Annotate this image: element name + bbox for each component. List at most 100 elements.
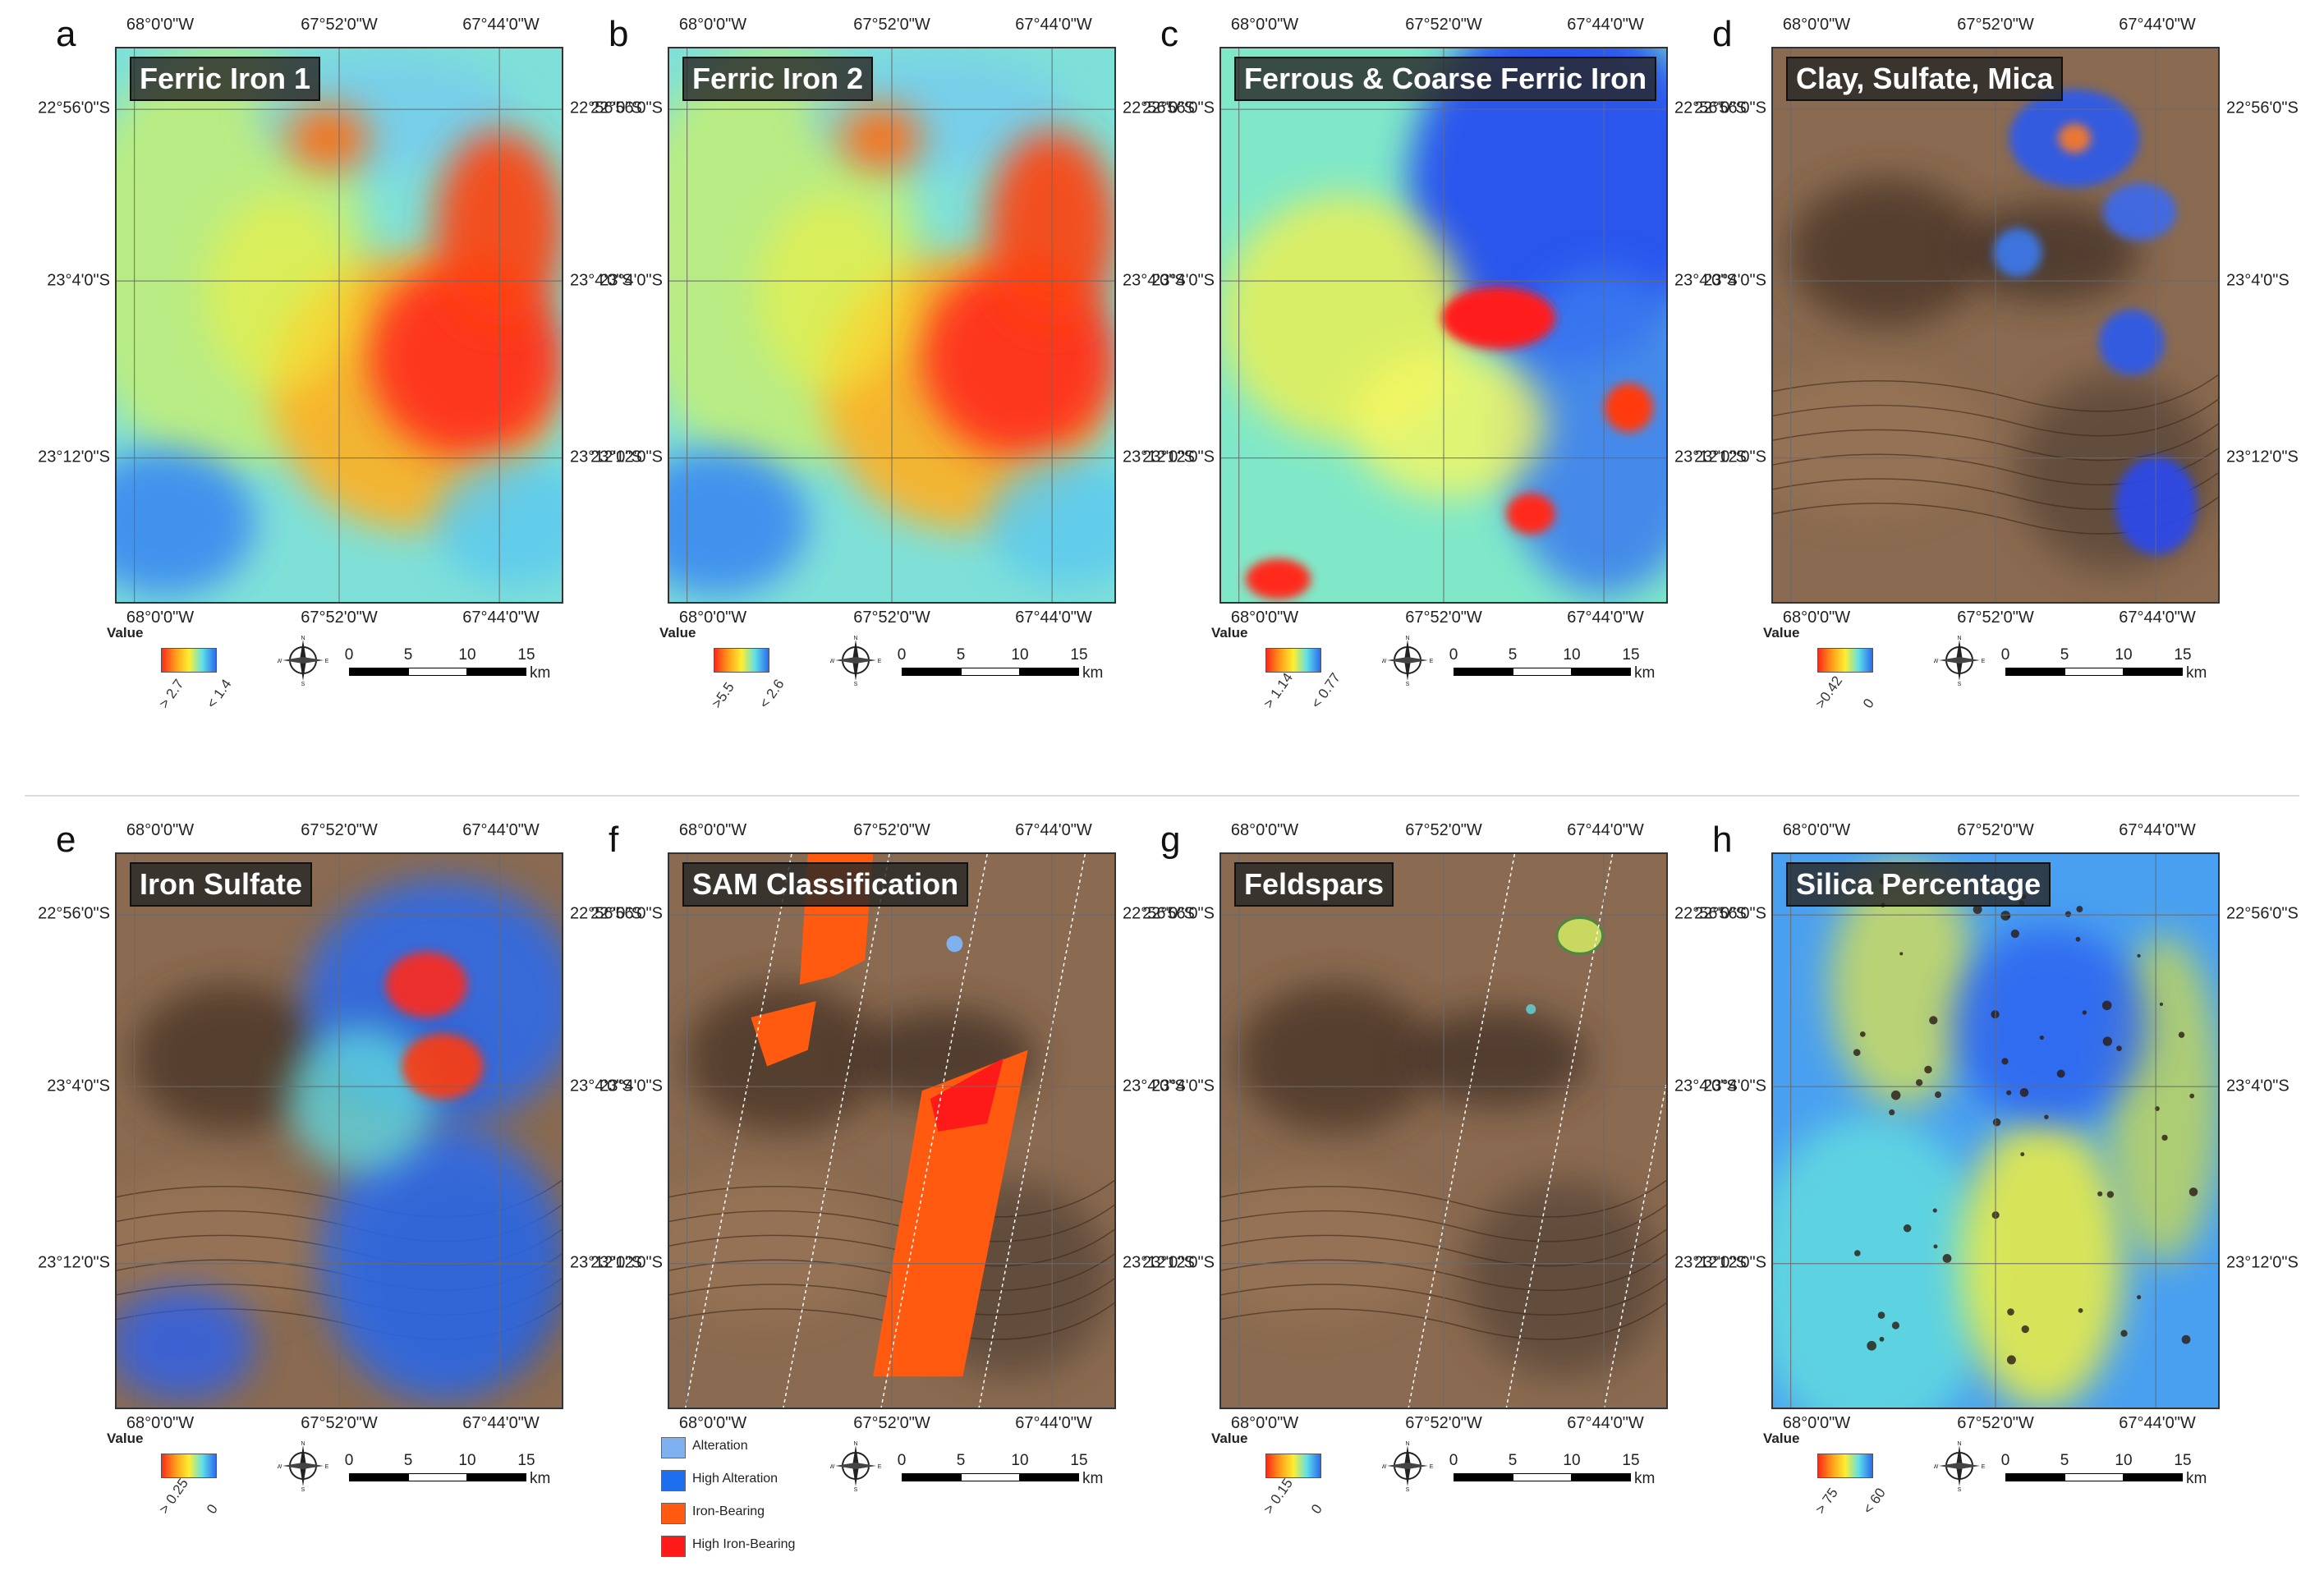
map-zone — [434, 457, 562, 588]
scale-segment — [1513, 668, 1572, 676]
scale-segment — [467, 668, 526, 676]
scale-segment — [1020, 1473, 1079, 1481]
color-ramp — [1265, 648, 1321, 673]
map-zone — [1506, 493, 1555, 535]
longitude-label: 68°0'0"W — [1782, 821, 1851, 839]
scale-tick-label: 0 — [1449, 1452, 1458, 1469]
scale-segment — [902, 668, 961, 676]
legend-swatch — [661, 1437, 686, 1458]
compass-rose-icon: N S E W — [1933, 1441, 1986, 1493]
map-zone — [117, 1172, 329, 1320]
scale-segment — [349, 1473, 408, 1481]
map-speck — [1877, 1311, 1885, 1319]
compass-rose-icon: N S E W — [1933, 636, 1986, 687]
compass-rose-icon: N S E W — [1381, 1441, 1434, 1493]
drainage-line — [1221, 1180, 1666, 1218]
latitude-label: 23°12'0"S — [570, 1253, 642, 1272]
latitude-label: 23°4'0"S — [1151, 271, 1215, 290]
map-zone — [1993, 227, 2042, 278]
longitude-label: 67°44'0"W — [1567, 821, 1644, 839]
latitude-label: 22°56'0"S — [1674, 99, 1747, 117]
scale-segment — [902, 1473, 961, 1481]
longitude-label: 68°0'0"W — [126, 821, 195, 839]
map-speck — [1924, 1065, 1932, 1074]
drainage-line — [1221, 1253, 1666, 1292]
scale-segment — [2005, 1473, 2065, 1481]
latitude-label: 23°12'0"S — [1142, 448, 1215, 466]
ramp-low-label: 0 — [1308, 1501, 1325, 1517]
map-speck — [2102, 1036, 2112, 1046]
ramp-high-label: > 0.25 — [156, 1475, 191, 1517]
map-zone — [1773, 1115, 1993, 1408]
map-raster — [1221, 854, 1666, 1408]
ramp-low-label: 0 — [1860, 696, 1877, 711]
latitude-label: 23°4'0"S — [599, 1077, 663, 1095]
map-raster — [117, 48, 562, 602]
scale-segment — [1572, 668, 1631, 676]
map-raster — [1773, 854, 2218, 1408]
latitude-label: 23°4'0"S — [570, 271, 633, 290]
map-image: Feldspars — [1219, 852, 1668, 1409]
map-zone — [840, 105, 922, 172]
longitude-label: 67°44'0"W — [1567, 609, 1644, 627]
map-zone — [117, 448, 255, 596]
scale-tick-label: 0 — [897, 646, 907, 664]
legend-label: Alteration — [692, 1439, 748, 1453]
scale-tick-label: 10 — [1563, 1452, 1581, 1469]
legend-swatch — [661, 1503, 686, 1524]
map-zone — [1245, 558, 1311, 600]
longitude-label: 68°0'0"W — [1782, 16, 1851, 34]
map-zone — [2058, 123, 2092, 154]
longitude-label: 67°44'0"W — [1015, 609, 1092, 627]
longitude-label: 68°0'0"W — [678, 821, 747, 839]
latitude-label: 23°12'0"S — [1694, 1253, 1766, 1272]
compass-label: E — [325, 659, 328, 664]
scale-segment — [1454, 668, 1513, 676]
latitude-label: 23°12'0"S — [38, 448, 110, 466]
drainage-line — [1221, 1229, 1666, 1267]
map-speck — [2082, 1010, 2087, 1015]
panel-title: Ferric Iron 2 — [682, 57, 874, 101]
scale-tick-label: 0 — [344, 646, 354, 664]
map-speck — [1933, 1244, 1938, 1249]
scale-segment — [2124, 668, 2183, 676]
longitude-label: 67°52'0"W — [301, 1414, 378, 1432]
map-speck — [2019, 1088, 2029, 1097]
latitude-label: 23°4'0"S — [1123, 271, 1186, 290]
scale-tick-label: 10 — [1011, 1452, 1029, 1469]
scale-segment — [2065, 668, 2124, 676]
ramp-low-label: < 1.4 — [204, 676, 235, 711]
compass-label: S — [1958, 682, 1962, 686]
drainage-line — [1773, 374, 2218, 412]
scale-tick-label: 5 — [1508, 1452, 1518, 1469]
panel-letter: g — [1160, 820, 1181, 860]
map-raster — [669, 48, 1114, 602]
map-speck — [1859, 1031, 1866, 1037]
longitude-label: 67°44'0"W — [2119, 16, 2196, 34]
panel-letter: c — [1160, 14, 1178, 54]
latitude-label: 23°4'0"S — [599, 271, 663, 290]
scale-tick-label: 15 — [1070, 1452, 1088, 1469]
longitude-label: 68°0'0"W — [678, 16, 747, 34]
compass-rose-icon: N S E W — [829, 1441, 882, 1493]
longitude-label: 67°52'0"W — [1957, 821, 2034, 839]
latitude-label: 23°12'0"S — [590, 1253, 663, 1272]
map-zone — [287, 1025, 435, 1173]
map-zone — [759, 195, 906, 392]
map-zone — [287, 105, 370, 172]
compass-label: S — [1958, 1487, 1962, 1491]
scale-segment — [2005, 668, 2065, 676]
map-zone — [206, 195, 353, 392]
color-ramp — [161, 648, 217, 673]
longitude-label: 67°52'0"W — [1405, 609, 1482, 627]
map-speck — [2097, 1191, 2103, 1196]
latitude-label: 23°4'0"S — [1151, 1077, 1215, 1095]
compass-rose-icon: N S E W — [1381, 636, 1434, 687]
map-zone — [1789, 179, 1986, 326]
latitude-label: 23°4'0"S — [1703, 271, 1766, 290]
longitude-label: 68°0'0"W — [678, 609, 747, 627]
longitude-label: 67°44'0"W — [462, 821, 540, 839]
compass-icon: N S E W — [829, 1440, 882, 1493]
scale-segment — [961, 668, 1020, 676]
latitude-label: 22°56'0"S — [2226, 99, 2299, 117]
